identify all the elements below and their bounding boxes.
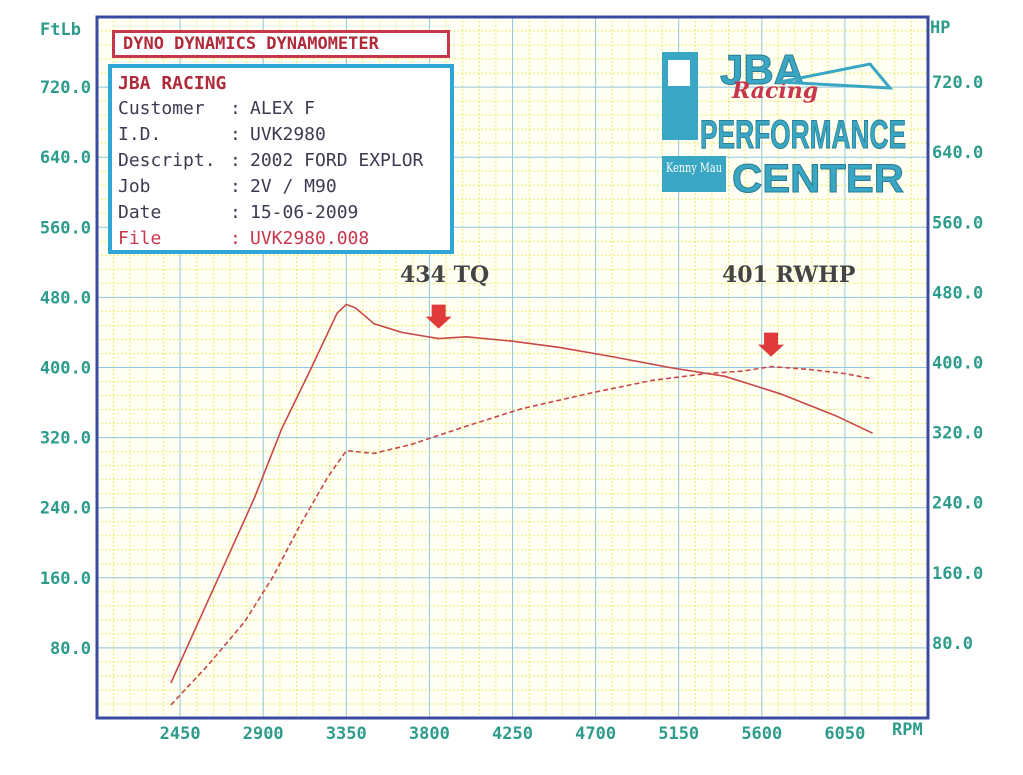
x-tick-label: 3350 (326, 724, 367, 744)
svg-text:Kenny Mau: Kenny Mau (666, 161, 722, 176)
chart-title: DYNO DYNAMICS DYNAMOMETER (112, 30, 450, 58)
x-tick-label: 4250 (492, 724, 533, 744)
info-row: Customer: ALEX F (118, 96, 444, 122)
power-annotation: 401 RWHP (722, 262, 856, 288)
left-y-tick-label: 240.0 (40, 499, 91, 519)
info-value: UVK2980 (250, 124, 326, 145)
info-row: Date: 15-06-2009 (118, 200, 444, 226)
right-y-tick-label: 720.0 (932, 73, 983, 93)
info-value: ALEX F (250, 98, 316, 119)
info-key: Descript. (118, 150, 216, 171)
right-y-tick-label: 320.0 (932, 424, 983, 444)
info-key: Job (118, 176, 151, 197)
right-y-tick-label: 640.0 (932, 143, 983, 163)
left-y-tick-label: 80.0 (50, 639, 91, 659)
info-row: I.D.: UVK2980 (118, 122, 444, 148)
x-tick-label: 2450 (160, 724, 201, 744)
info-row: Descript.: 2002 FORD EXPLOR (118, 148, 444, 174)
power-curve (170, 365, 873, 706)
run-info-panel: JBA RACING Customer: ALEX F I.D.: UVK298… (108, 64, 454, 254)
left-y-tick-label: 320.0 (40, 429, 91, 449)
info-key: Customer (118, 98, 205, 119)
jba-performance-center-logo: JBA Racing PERFORMANCE Kenny Mau CENTER (662, 46, 907, 196)
info-key: File (118, 228, 162, 249)
info-row-file: File: UVK2980.008 (118, 226, 444, 252)
right-y-tick-label: 160.0 (932, 564, 983, 584)
right-y-tick-label: 560.0 (932, 213, 983, 233)
info-value: 15-06-2009 (250, 202, 359, 223)
x-tick-label: 4700 (575, 724, 616, 744)
left-y-tick-label: 480.0 (40, 288, 91, 308)
left-y-tick-label: 640.0 (40, 148, 91, 168)
right-y-tick-label: 80.0 (932, 634, 973, 654)
right-axis-label: HP (930, 18, 951, 38)
info-key: Date (118, 202, 162, 223)
info-heading: JBA RACING (118, 73, 227, 94)
power-peak-arrow (758, 332, 785, 357)
x-tick-label: 6050 (824, 724, 865, 744)
left-axis-label: FtLb (40, 20, 81, 40)
x-unit-label: RPM (892, 720, 923, 740)
torque-peak-arrow (425, 304, 452, 329)
right-y-tick-label: 400.0 (932, 354, 983, 374)
left-y-tick-label: 560.0 (40, 218, 91, 238)
svg-text:PERFORMANCE: PERFORMANCE (700, 113, 906, 157)
logo-graphic: JBA Racing PERFORMANCE Kenny Mau CENTER (662, 46, 907, 196)
left-y-tick-label: 160.0 (40, 569, 91, 589)
x-tick-label: 2900 (243, 724, 284, 744)
info-value: UVK2980.008 (250, 228, 370, 249)
info-row: Job: 2V / M90 (118, 174, 444, 200)
svg-text:CENTER: CENTER (732, 157, 904, 196)
info-value: 2002 FORD EXPLOR (250, 150, 424, 171)
torque-annotation: 434 TQ (400, 262, 490, 288)
right-y-tick-label: 240.0 (932, 494, 983, 514)
left-y-tick-label: 720.0 (40, 78, 91, 98)
x-tick-label: 5150 (658, 724, 699, 744)
left-y-tick-label: 400.0 (40, 359, 91, 379)
info-key: I.D. (118, 124, 162, 145)
tick-labels: 2450 2900 3350 3800 4250 4700 5150 5600 6050 80.0… (40, 73, 983, 744)
right-y-tick-label: 480.0 (932, 283, 983, 303)
annotation-arrows (425, 304, 785, 357)
info-value: 2V / M90 (250, 176, 337, 197)
plot-frame (95, 15, 930, 720)
svg-text:JBA: JBA (720, 46, 804, 93)
x-tick-label: 3800 (409, 724, 450, 744)
x-tick-label: 5600 (741, 724, 782, 744)
series-layer (170, 303, 873, 706)
